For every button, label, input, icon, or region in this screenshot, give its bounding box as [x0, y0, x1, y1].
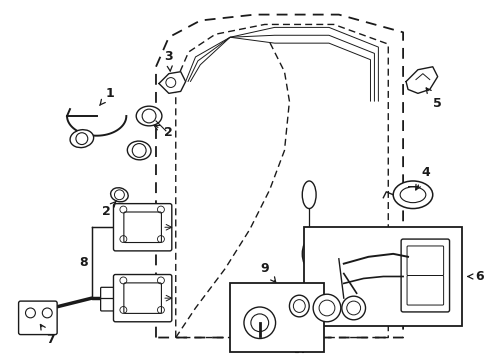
Circle shape [341, 296, 365, 320]
Text: 9: 9 [260, 262, 275, 282]
Ellipse shape [302, 240, 315, 267]
FancyBboxPatch shape [19, 301, 57, 334]
Polygon shape [405, 67, 437, 93]
Ellipse shape [110, 188, 128, 202]
Text: 7: 7 [41, 324, 55, 346]
Text: 3: 3 [164, 50, 173, 71]
Ellipse shape [399, 187, 425, 203]
Bar [230, 283, 324, 352]
FancyBboxPatch shape [113, 275, 171, 322]
Circle shape [244, 307, 275, 338]
Ellipse shape [289, 295, 308, 317]
Ellipse shape [392, 181, 432, 208]
Text: 5: 5 [426, 88, 441, 110]
Ellipse shape [136, 106, 162, 126]
Bar [304, 227, 462, 326]
FancyBboxPatch shape [400, 239, 448, 312]
Text: 4: 4 [415, 166, 429, 190]
Ellipse shape [302, 181, 315, 208]
FancyBboxPatch shape [113, 204, 171, 251]
Text: 1: 1 [100, 87, 114, 105]
FancyBboxPatch shape [101, 287, 127, 311]
Text: 2: 2 [154, 125, 173, 139]
Text: 2: 2 [102, 201, 116, 218]
Text: 6: 6 [467, 270, 483, 283]
Polygon shape [295, 317, 303, 352]
Polygon shape [159, 72, 185, 93]
Text: 8: 8 [80, 256, 88, 269]
Ellipse shape [127, 141, 151, 160]
Circle shape [312, 294, 340, 322]
Ellipse shape [70, 130, 93, 148]
